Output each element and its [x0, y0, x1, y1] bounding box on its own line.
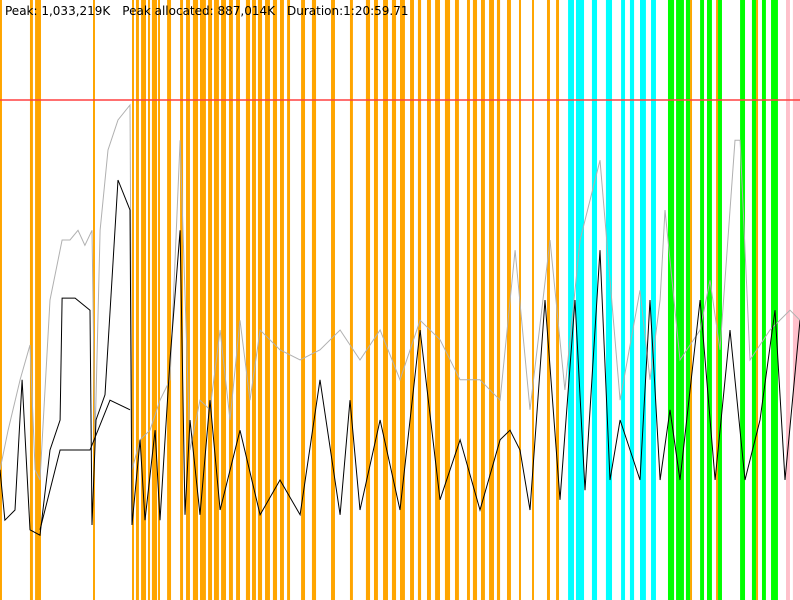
- band-orange: [331, 0, 335, 600]
- band-orange: [417, 0, 422, 600]
- band-orange: [466, 0, 470, 600]
- series-line-2: [39, 399, 131, 530]
- band-cyan: [591, 0, 598, 600]
- band-orange: [213, 0, 219, 600]
- band-cyan: [621, 0, 626, 600]
- band-orange: [265, 0, 270, 600]
- band-cyan: [568, 0, 574, 600]
- band-orange: [444, 0, 451, 600]
- band-orange: [158, 0, 160, 600]
- band-orange: [0, 0, 2, 600]
- band-orange: [496, 0, 501, 600]
- band-green: [676, 0, 684, 600]
- band-orange: [93, 0, 95, 600]
- band-orange: [454, 0, 459, 600]
- band-green: [667, 0, 675, 600]
- series-lines: [0, 103, 800, 536]
- band-orange: [272, 0, 278, 600]
- band-orange: [236, 0, 240, 600]
- peak-label: Peak: 1,033,219K: [5, 4, 111, 18]
- series-line-0: [0, 103, 800, 481]
- band-orange: [252, 0, 256, 600]
- peak-allocated-label: Peak allocated: 887,014K: [122, 4, 275, 18]
- band-green: [706, 0, 712, 600]
- band-orange: [690, 0, 693, 600]
- band-orange: [349, 0, 353, 600]
- band-pink: [792, 0, 800, 600]
- band-cyan: [640, 0, 646, 600]
- band-orange: [147, 0, 150, 600]
- band-cyan: [651, 0, 656, 600]
- band-orange: [480, 0, 485, 600]
- band-orange: [245, 0, 251, 600]
- band-orange: [228, 0, 233, 600]
- band-orange: [391, 0, 397, 600]
- band-cyan: [629, 0, 635, 600]
- band-orange: [756, 0, 759, 600]
- band-orange: [716, 0, 719, 600]
- band-orange: [257, 0, 263, 600]
- band-orange: [556, 0, 560, 600]
- band-orange: [29, 0, 33, 600]
- band-green: [718, 0, 722, 600]
- series-line-1: [0, 179, 800, 536]
- summary-header: Peak: 1,033,219K Peak allocated: 887,014K…: [5, 4, 421, 18]
- band-orange: [426, 0, 431, 600]
- band-orange: [35, 0, 41, 600]
- band-orange: [151, 0, 158, 600]
- band-orange: [287, 0, 291, 600]
- band-orange: [132, 0, 134, 600]
- band-orange: [472, 0, 478, 600]
- band-green: [685, 0, 691, 600]
- band-orange: [546, 0, 550, 600]
- band-orange: [186, 0, 190, 600]
- band-green: [771, 0, 778, 600]
- band-orange: [221, 0, 227, 600]
- band-orange: [400, 0, 405, 600]
- band-orange: [435, 0, 440, 600]
- band-orange: [200, 0, 206, 600]
- band-orange: [135, 0, 139, 600]
- band-cyan: [575, 0, 585, 600]
- band-orange: [383, 0, 388, 600]
- band-orange: [365, 0, 371, 600]
- band-orange: [506, 0, 511, 600]
- band-orange: [192, 0, 199, 600]
- band-orange: [280, 0, 284, 600]
- band-orange: [141, 0, 147, 600]
- band-orange: [532, 0, 534, 600]
- band-green: [761, 0, 766, 600]
- band-orange: [373, 0, 378, 600]
- band-orange: [301, 0, 306, 600]
- band-pink: [786, 0, 790, 600]
- band-green: [751, 0, 757, 600]
- band-orange: [208, 0, 213, 600]
- band-orange: [167, 0, 172, 600]
- band-orange: [311, 0, 317, 600]
- band-green: [740, 0, 746, 600]
- duration-label: Duration:1:20:59.71: [286, 4, 409, 18]
- band-green: [700, 0, 705, 600]
- band-orange: [410, 0, 414, 600]
- band-orange: [489, 0, 494, 600]
- band-cyan: [605, 0, 613, 600]
